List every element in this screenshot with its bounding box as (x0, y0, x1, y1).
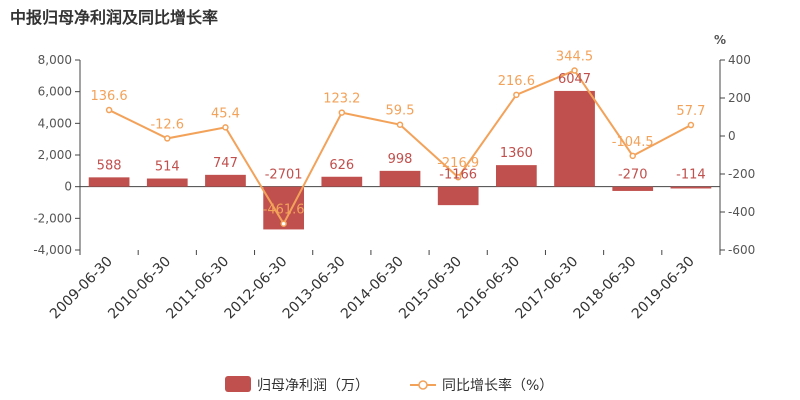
line-data-label: -104.5 (612, 135, 654, 150)
legend-bar-swatch (225, 376, 251, 392)
legend-bar-label: 归母净利润（万） (257, 377, 369, 394)
bar-data-label: 588 (97, 158, 122, 173)
line-point (338, 109, 346, 116)
line-data-label: 344.5 (556, 50, 593, 65)
data-labels: 588 514 747 -2701 626 998 -1166 1360 6047 -270 -11… (90, 50, 705, 218)
line-point (396, 121, 404, 128)
y-right-tick-label: 0 (728, 129, 736, 143)
line-data-label: 57.7 (676, 104, 705, 119)
line-data-label: 136.6 (90, 89, 127, 104)
bar (88, 177, 130, 187)
bar (321, 176, 363, 187)
y-left-tick-label: -4,000 (33, 243, 72, 257)
line-point (687, 121, 695, 129)
bar-data-label: -1166 (439, 168, 477, 183)
growth-line (108, 69, 692, 226)
line-point (454, 173, 462, 181)
line-point (222, 124, 229, 131)
bar (496, 165, 537, 187)
line-point (280, 220, 287, 227)
legend-line-marker (418, 380, 428, 390)
line-data-label: 45.4 (211, 106, 240, 121)
bar-data-label: 6047 (558, 72, 591, 87)
bar-data-label: -114 (676, 168, 706, 183)
bar-series (88, 90, 712, 230)
bar-data-label: 747 (213, 156, 238, 171)
y-left-tick-label: 2,000 (38, 148, 72, 162)
x-tick-label: 2019-06-30 (629, 254, 698, 323)
legend-line-label: 同比增长率（%） (442, 377, 553, 394)
chart-title: 中报归母净利润及同比增长率 (10, 8, 219, 27)
line-point (629, 152, 636, 160)
bar (146, 178, 188, 187)
line-data-label: 216.6 (498, 74, 535, 89)
line-point (513, 91, 520, 99)
y-left-tick-label: 6,000 (38, 85, 72, 99)
y-right-tick-label: -200 (728, 167, 755, 181)
y-right-unit: % (714, 33, 726, 47)
y-right-tick-label: -600 (728, 243, 755, 257)
bar-data-label: 998 (388, 152, 413, 167)
y-left-tick-label: 0 (64, 180, 72, 194)
line-data-label: 123.2 (323, 92, 360, 107)
bar-data-label: -270 (618, 168, 648, 183)
bar (554, 90, 595, 187)
line-data-label: 59.5 (386, 104, 415, 119)
line-point (571, 67, 578, 74)
y-left-tick-label: -2,000 (33, 211, 72, 225)
line-point (164, 135, 171, 142)
bar-data-label: 1360 (500, 146, 533, 161)
bar-data-label: -2701 (265, 168, 303, 183)
bar (437, 186, 479, 206)
y-left-tick-label: 4,000 (38, 116, 72, 130)
line-point (105, 106, 113, 114)
y-right-tick-label: 400 (728, 53, 751, 67)
y-right-tick-label: 200 (728, 91, 751, 105)
legend[interactable]: 归母净利润（万） 同比增长率（%） (225, 376, 553, 394)
bar-data-label: 626 (329, 158, 354, 173)
bar (670, 186, 712, 189)
line-data-label: -461.6 (263, 203, 305, 218)
bar (379, 170, 421, 187)
line-series (105, 67, 695, 227)
y-right-tick-label: -400 (728, 205, 755, 219)
line-data-label: -216.9 (437, 156, 479, 171)
y-left-tick-label: 8,000 (38, 53, 72, 67)
bar-data-label: 514 (155, 160, 180, 175)
bar (612, 186, 654, 191)
bar (205, 174, 246, 187)
line-data-label: -12.6 (150, 117, 184, 132)
